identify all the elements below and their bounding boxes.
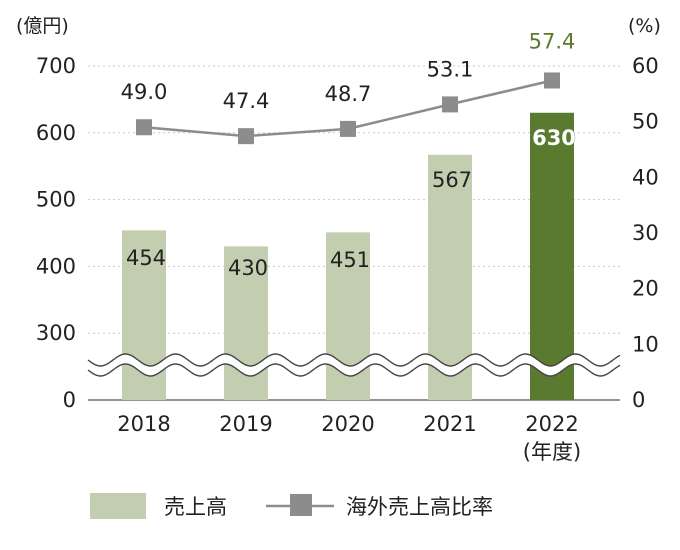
y-left-tick-label: 700 — [36, 54, 76, 78]
line-value-label-2019: 47.4 — [223, 89, 270, 113]
line-value-label-2021: 53.1 — [427, 57, 474, 81]
x-tick-label-2021: 2021 — [423, 412, 476, 436]
x-tick-label-2022: 2022 — [525, 412, 578, 436]
line-point-2018[interactable] — [136, 119, 152, 136]
legend-label-bar: 売上高 — [164, 495, 227, 519]
y-left-tick-label: 300 — [36, 321, 76, 345]
y-right-tick-label: 50 — [632, 110, 659, 134]
y-left-tick-label: 400 — [36, 254, 76, 278]
bar-value-label-2021: 567 — [432, 168, 472, 192]
y-right-tick-label: 10 — [632, 332, 659, 356]
y-left-unit-label: (億円) — [16, 15, 69, 37]
bar-value-label-2022: 630 — [532, 126, 576, 150]
line-point-2022[interactable] — [544, 72, 560, 89]
bar-value-label-2018: 454 — [126, 246, 166, 270]
line-point-2019[interactable] — [238, 128, 254, 145]
line-value-label-2022: 57.4 — [529, 29, 576, 53]
y-right-tick-label: 40 — [632, 165, 659, 189]
y-right-tick-label: 20 — [632, 277, 659, 301]
y-left-tick-label: 0 — [63, 388, 76, 412]
bar-value-label-2020: 451 — [330, 248, 370, 272]
y-right-tick-label: 0 — [632, 388, 645, 412]
bar-2022[interactable] — [530, 112, 574, 400]
legend-label-line: 海外売上高比率 — [346, 495, 493, 519]
y-right-unit-label: (%) — [628, 15, 661, 37]
x-tick-label-2019: 2019 — [219, 412, 272, 436]
y-right-tick-label: 60 — [632, 54, 659, 78]
axis-break-wave-upper — [87, 353, 621, 367]
legend-swatch-line-marker — [290, 494, 312, 516]
line-point-2020[interactable] — [340, 120, 356, 137]
x-tick-label-2020: 2020 — [321, 412, 374, 436]
y-left-tick-label: 500 — [36, 188, 76, 212]
x-tick-label-2018: 2018 — [117, 412, 170, 436]
legend-swatch-bar — [90, 493, 146, 519]
line-value-label-2020: 48.7 — [325, 82, 372, 106]
line-value-label-2018: 49.0 — [121, 80, 168, 104]
y-left-tick-label: 600 — [36, 121, 76, 145]
line-point-2021[interactable] — [442, 96, 458, 113]
x-unit-label: (年度) — [523, 440, 581, 464]
y-right-tick-label: 30 — [632, 221, 659, 245]
bar-value-label-2019: 430 — [228, 256, 268, 280]
axis-break-wave-lower — [87, 363, 621, 377]
